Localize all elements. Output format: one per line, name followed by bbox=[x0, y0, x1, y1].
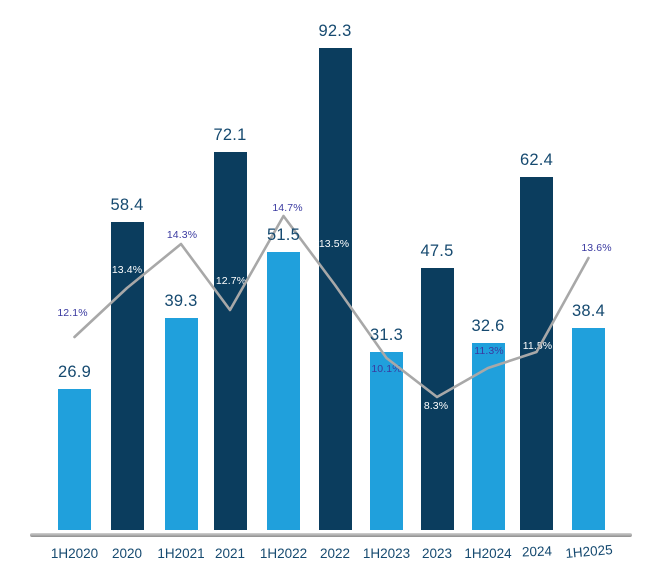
pct-label-2023: 8.3% bbox=[423, 400, 449, 412]
bar-1H2023 bbox=[370, 352, 403, 530]
pct-label-1H2021: 14.3% bbox=[166, 229, 198, 241]
axis-label-1H2025: 1H2025 bbox=[564, 541, 613, 562]
bar-2020 bbox=[110, 222, 144, 530]
value-label-2024: 62.4 bbox=[520, 151, 553, 169]
axis-label-1H2023: 1H2023 bbox=[362, 546, 411, 561]
value-label-2020: 58.4 bbox=[110, 196, 144, 214]
pct-label-1H2024: 11.3% bbox=[474, 345, 504, 357]
trend-line-path bbox=[73, 214, 590, 399]
pct-label-1H2022: 14.7% bbox=[272, 202, 303, 214]
value-label-2023: 47.5 bbox=[420, 242, 454, 260]
axis-label-2023: 2023 bbox=[421, 546, 453, 561]
pct-label-1H2023: 10.1% bbox=[371, 363, 402, 375]
pct-label-2021: 12.7% bbox=[215, 275, 247, 287]
value-label-2022: 92.3 bbox=[318, 22, 352, 40]
axis-label-2024: 2024 bbox=[521, 543, 552, 560]
bar-2023 bbox=[420, 268, 454, 530]
axis-label-2021: 2021 bbox=[214, 546, 246, 561]
bar-2022 bbox=[318, 48, 352, 530]
bar-1H2021 bbox=[164, 318, 198, 530]
value-label-2021: 72.1 bbox=[213, 126, 247, 144]
pct-label-2024: 11.5% bbox=[522, 340, 553, 352]
axis-label-1H2021: 1H2021 bbox=[157, 546, 205, 561]
bar-2024 bbox=[520, 177, 553, 530]
bar-1H2024 bbox=[471, 343, 505, 530]
axis-label-1H2022: 1H2022 bbox=[259, 546, 308, 561]
value-label-1H2021: 39.3 bbox=[164, 292, 198, 310]
bar-2021 bbox=[213, 152, 247, 530]
value-label-1H2023: 31.3 bbox=[370, 326, 403, 344]
pct-label-1H2020: 12.1% bbox=[57, 307, 88, 319]
x-axis-line bbox=[30, 533, 632, 537]
bar-1H2020 bbox=[58, 389, 91, 530]
axis-label-2022: 2022 bbox=[319, 546, 351, 561]
bar-1H2022 bbox=[267, 252, 300, 530]
bar-1H2025 bbox=[572, 328, 605, 530]
value-label-1H2022: 51.5 bbox=[267, 226, 300, 244]
pct-label-2022: 13.5% bbox=[318, 238, 350, 250]
axis-label-2020: 2020 bbox=[111, 546, 143, 561]
pct-label-2020: 13.4% bbox=[111, 264, 143, 276]
value-label-1H2024: 32.6 bbox=[471, 317, 505, 335]
axis-label-1H2024: 1H2024 bbox=[464, 546, 512, 561]
pct-label-1H2025: 13.6% bbox=[581, 242, 612, 254]
value-label-1H2025: 38.4 bbox=[572, 302, 605, 320]
value-label-1H2020: 26.9 bbox=[58, 363, 91, 381]
axis-label-1H2020: 1H2020 bbox=[50, 546, 99, 561]
